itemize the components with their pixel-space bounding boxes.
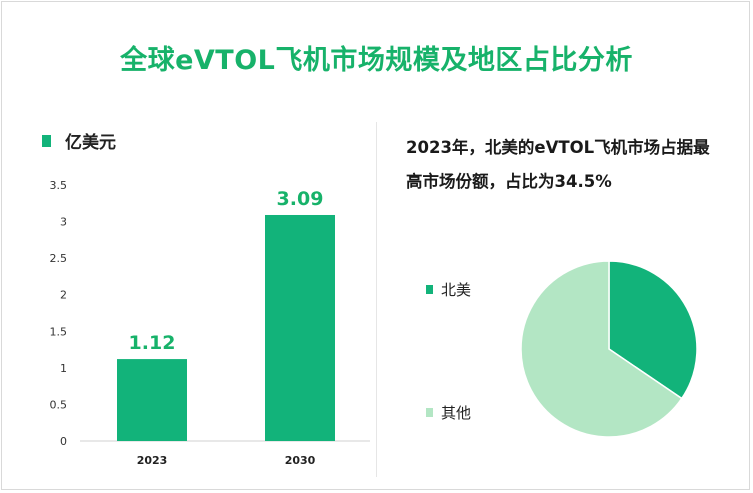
pie-legend-swatch — [426, 408, 433, 417]
y-tick-label: 1.5 — [50, 325, 68, 338]
bar-data-label: 1.12 — [129, 332, 176, 354]
x-tick-label: 2030 — [285, 454, 316, 467]
y-tick-label: 2 — [60, 289, 67, 302]
y-tick-label: 2.5 — [50, 252, 68, 265]
pie-legend-label: 北美 — [441, 281, 472, 299]
bar — [117, 359, 187, 441]
chart-title: 全球eVTOL飞机市场规模及地区占比分析 — [120, 45, 633, 76]
bar-legend-swatch — [42, 134, 51, 147]
y-tick-label: 1 — [60, 362, 67, 375]
y-tick-label: 3.5 — [50, 179, 68, 192]
bar-legend-label: 亿美元 — [65, 133, 116, 153]
pie-legend-label: 其他 — [441, 404, 472, 422]
y-tick-label: 0 — [60, 435, 67, 448]
summary-note: 2023年，北美的eVTOL飞机市场占据最高市场份额，占比为34.5% — [406, 138, 710, 191]
bar-data-label: 3.09 — [277, 188, 324, 210]
bar-legend: 亿美元 — [42, 128, 116, 153]
pie-legend-item-north-america: 北美 — [426, 279, 471, 300]
pie-legend-item-other: 其他 — [426, 402, 471, 423]
bar-chart: 0 0.5 1 1.5 2 2.5 3 3.5 1.12 2023 3.09 2030 — [50, 179, 370, 467]
y-tick-label: 0.5 — [50, 398, 68, 411]
y-tick-label: 3 — [60, 216, 67, 229]
bar — [265, 214, 335, 441]
pie-legend-swatch — [426, 285, 433, 294]
panel-divider — [376, 122, 377, 477]
x-tick-label: 2023 — [137, 454, 168, 467]
